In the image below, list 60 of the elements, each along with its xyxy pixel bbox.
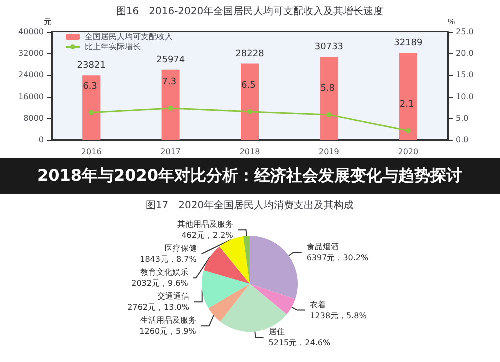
chart-title: 图16 2016-2020年全国居民人均可支配收入及其增长速度: [116, 6, 384, 18]
slice-label: 教育文化娱乐: [140, 268, 188, 278]
slice-label: 衣着: [310, 300, 326, 310]
chart-title: 图17 2020年全国居民人均消费支出及其构成: [146, 200, 354, 212]
point: [248, 109, 252, 114]
y2-tick-label: 20.0: [456, 49, 474, 58]
y-axis-title: 元: [44, 18, 52, 26]
slice-label: 医疗保健: [164, 244, 197, 254]
data-label: 2762元，13.0%: [128, 303, 190, 312]
data-label: 7.3: [162, 77, 177, 88]
text: 2018年与2020年对比分析：经济社会发展变化与趋势探讨: [0, 158, 500, 194]
y2-tick-label: 25.0: [456, 28, 474, 36]
x-tick-label: 2017: [160, 148, 181, 156]
legend-label: 全国居民人均可支配收入: [85, 32, 173, 42]
y2-tick-label: 15.0: [456, 70, 474, 80]
slice-label: 交通通信: [157, 292, 190, 302]
y2-tick-label: 10.0: [456, 92, 474, 102]
point: [406, 128, 411, 134]
x-tick-label: 2016: [81, 148, 102, 156]
data-label: 5215元，24.6%: [268, 338, 331, 348]
bar: [82, 76, 101, 140]
data-label: 1260元，5.9%: [140, 327, 197, 336]
y-tick-label: 40000: [18, 28, 44, 36]
x-tick-label: 2020: [398, 148, 419, 156]
data-label: 30733: [314, 42, 344, 53]
slice-label: 其他用品及服务: [177, 220, 234, 230]
data-label: 1238元，5.8%: [310, 311, 368, 320]
data-label: 5.8: [320, 84, 336, 94]
data-label: 2032元，9.6%: [132, 279, 189, 288]
slice-label: 居住: [268, 328, 285, 337]
data-label: 6.3: [83, 82, 98, 92]
slice-label: 食品烟酒: [306, 242, 339, 252]
data-label: 23821: [77, 61, 106, 72]
bar: [399, 53, 418, 140]
x-tick-label: 2018: [240, 148, 260, 156]
legend-label: 比上年实际增长: [85, 42, 141, 52]
point: [168, 106, 174, 111]
y-tick-label: 8000: [24, 114, 44, 123]
y2-axis-title: %: [448, 18, 456, 26]
y-tick-label: 32000: [18, 49, 44, 58]
data-label: 6397元，30.2%: [306, 253, 370, 262]
y-tick-label: 16000: [18, 92, 44, 102]
bar: [162, 70, 180, 140]
data-label: 28228: [236, 49, 265, 60]
data-label: 462元，2.2%: [182, 231, 234, 240]
y-tick-label: 0: [38, 136, 44, 144]
point: [326, 112, 332, 118]
data-label: 6.5: [242, 80, 256, 91]
y2-tick-label: 5.0: [456, 114, 469, 123]
data-label: 25974: [156, 55, 186, 66]
x-tick-label: 2019: [319, 148, 340, 156]
point: [89, 110, 94, 116]
data-label: 1843元，8.7%: [140, 255, 198, 264]
data-label: 2.1: [400, 100, 414, 110]
y-tick-label: 24000: [18, 70, 44, 80]
data-label: 32189: [394, 38, 423, 49]
bar: [320, 57, 338, 140]
bar: [241, 64, 259, 140]
slice-label: 生活用品及服务: [140, 316, 196, 326]
y2-tick-label: 0.0: [456, 136, 469, 144]
